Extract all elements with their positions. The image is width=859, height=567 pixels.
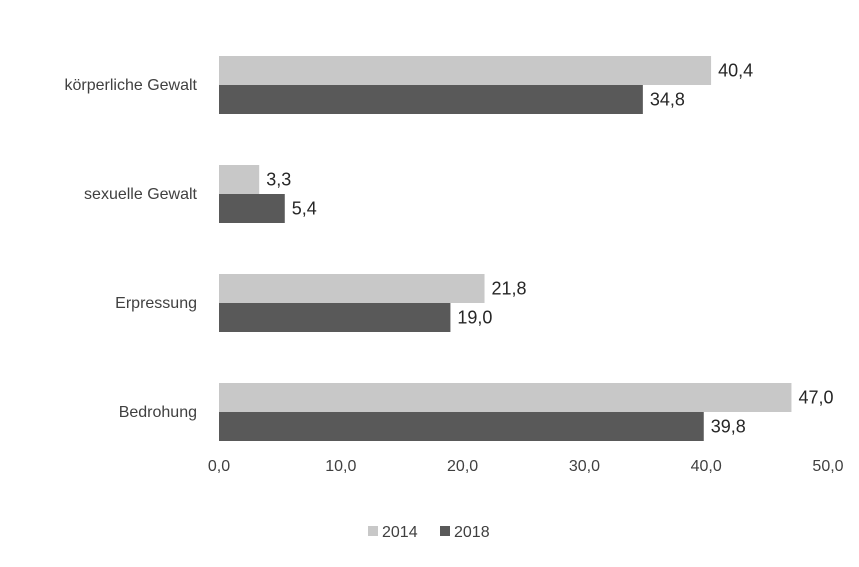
- data-label-2014-bedrohung: 47,0: [798, 388, 833, 408]
- data-label-2014-sexuelle-gewalt: 3,3: [266, 170, 291, 190]
- x-tick-label: 30,0: [569, 458, 600, 475]
- data-label-2018-bedrohung: 39,8: [711, 417, 746, 437]
- bar-2014-erpressung: [219, 274, 485, 303]
- legend-label-2018: 2018: [454, 524, 490, 541]
- legend-swatch-2014: [368, 526, 378, 536]
- category-label-erpressung: Erpressung: [115, 295, 197, 312]
- x-tick-label: 10,0: [325, 458, 356, 475]
- bars: [219, 56, 792, 441]
- bar-2014-sexuelle-gewalt: [219, 165, 260, 194]
- data-label-2018-koerperliche-gewalt: 34,8: [650, 90, 685, 110]
- x-tick-label: 20,0: [447, 458, 478, 475]
- x-tick-label: 50,0: [812, 458, 843, 475]
- legend-label-2014: 2014: [382, 524, 418, 541]
- bar-2018-koerperliche-gewalt: [219, 85, 643, 114]
- x-tick-label: 0,0: [208, 458, 230, 475]
- x-axis-tick-labels: 0,0 10,0 20,0 30,0 40,0 50,0: [208, 458, 844, 475]
- category-label-sexuelle-gewalt: sexuelle Gewalt: [84, 186, 198, 203]
- data-labels: 40,4 34,8 3,35,4 21,819,0 47,0 39,8: [266, 61, 833, 437]
- legend: 2014 2018: [368, 524, 490, 541]
- bar-2018-erpressung: [219, 303, 451, 332]
- category-label-bedrohung: Bedrohung: [119, 404, 197, 421]
- category-labels: körperliche Gewalt sexuelle Gewalt Erpress…: [65, 77, 198, 421]
- x-tick-label: 40,0: [691, 458, 722, 475]
- data-label-2018-erpressung: 19,0: [457, 308, 492, 328]
- data-label-2014-koerperliche-gewalt: 40,4: [718, 61, 753, 81]
- bar-2014-koerperliche-gewalt: [219, 56, 712, 85]
- bar-2018-bedrohung: [219, 412, 704, 441]
- category-label-koerperliche-gewalt: körperliche Gewalt: [65, 77, 198, 94]
- data-label-2018-sexuelle-gewalt: 5,4: [292, 199, 317, 219]
- bar-2014-bedrohung: [219, 383, 792, 412]
- data-label-2014-erpressung: 21,8: [492, 279, 527, 299]
- bar-2018-sexuelle-gewalt: [219, 194, 285, 223]
- legend-swatch-2018: [440, 526, 450, 536]
